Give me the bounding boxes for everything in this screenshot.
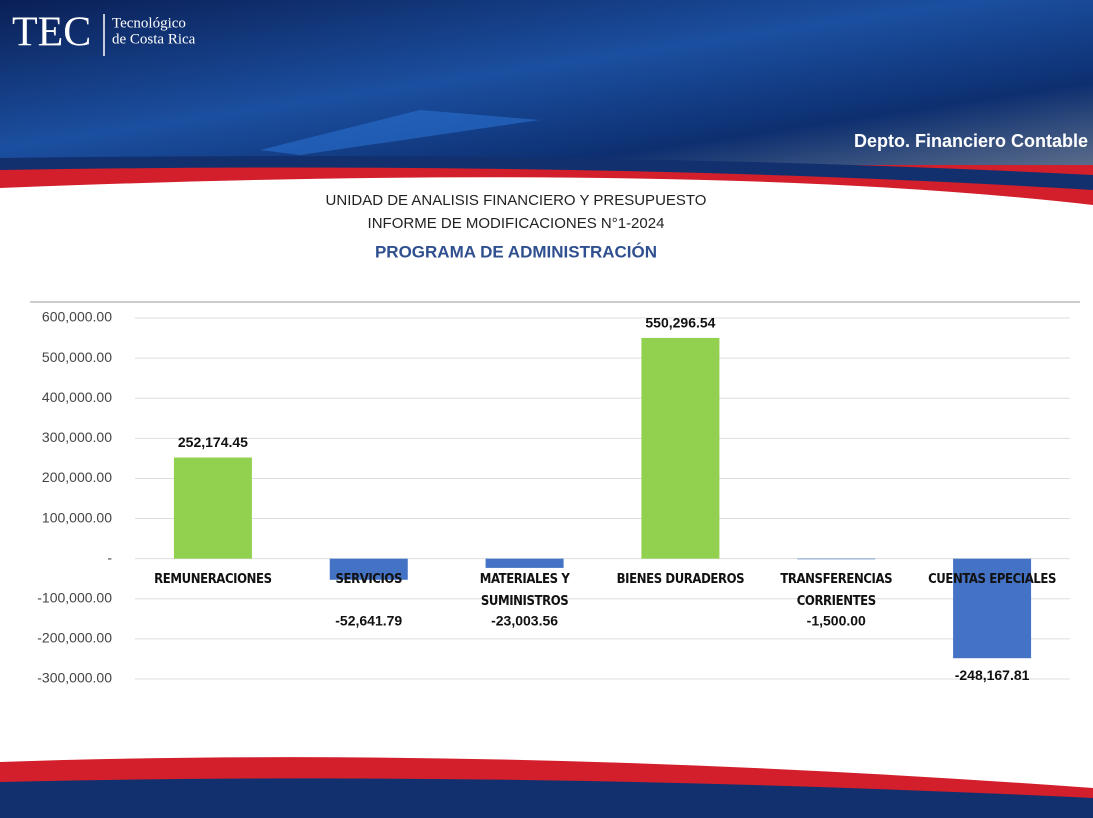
- bar: [174, 458, 252, 559]
- department: Depto. Financiero Contable: [854, 131, 1088, 151]
- y-tick-label: 200,000.00: [42, 469, 112, 485]
- page: TEC Tecnológico de Costa Rica Depto. Fin…: [0, 0, 1093, 818]
- y-tick-label: 100,000.00: [42, 509, 112, 525]
- value-label: 252,174.45: [178, 434, 248, 450]
- x-tick-label: CUENTAS EPECIALES: [917, 569, 1067, 591]
- slide: TEC Tecnológico de Costa Rica Depto. Fin…: [0, 0, 1093, 818]
- y-tick-label: -: [107, 549, 112, 565]
- bar: [641, 338, 719, 559]
- x-tick-label: BIENES DURADEROS: [605, 569, 755, 591]
- y-tick-label: 300,000.00: [42, 429, 112, 445]
- x-tick-label: TRANSFERENCIAS CORRIENTES: [761, 569, 911, 613]
- chart-title: UNIDAD DE ANALISIS FINANCIERO Y PRESUPUE…: [326, 192, 707, 209]
- bar: [486, 559, 564, 568]
- institution: Tecnológico: [112, 15, 186, 31]
- chart-subtitle: PROGRAMA DE ADMINISTRACIÓN: [375, 242, 657, 261]
- logo: TEC: [12, 10, 91, 56]
- institution: de Costa Rica: [112, 31, 196, 47]
- value-label: 550,296.54: [645, 315, 715, 331]
- value-label: -248,167.81: [955, 667, 1030, 683]
- x-tick-label: REMUNERACIONES: [138, 569, 288, 591]
- y-tick-label: -100,000.00: [37, 589, 112, 605]
- y-tick-label: -200,000.00: [37, 630, 112, 646]
- y-tick-label: 600,000.00: [42, 309, 112, 325]
- chart-title: INFORME DE MODIFICACIONES N°1-2024: [368, 215, 665, 232]
- x-tick-label: SERVICIOS: [294, 569, 444, 591]
- y-tick-label: -300,000.00: [37, 670, 112, 686]
- bar: [797, 559, 875, 560]
- value-label: -23,003.56: [491, 612, 558, 628]
- x-tick-label: MATERIALES Y SUMINISTROS: [450, 569, 600, 613]
- y-tick-label: 400,000.00: [42, 389, 112, 405]
- value-label: -1,500.00: [807, 612, 866, 628]
- y-tick-label: 500,000.00: [42, 349, 112, 365]
- value-label: -52,641.79: [335, 612, 402, 628]
